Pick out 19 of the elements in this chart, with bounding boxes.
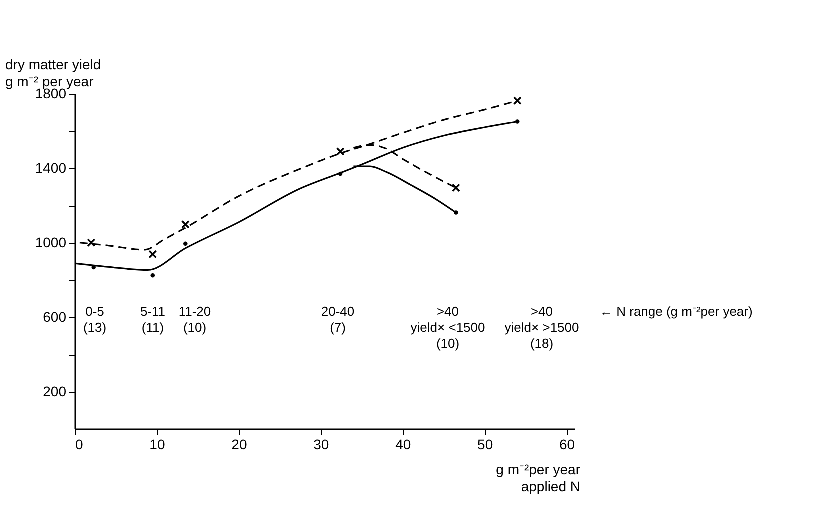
x-tick-label: 0	[76, 436, 84, 452]
annotation: >40 yield× <1500 (10)	[410, 304, 486, 351]
y-tick-label: 1400	[35, 160, 67, 176]
x-tick-label: 50	[478, 436, 494, 452]
x-axis-title: g m⁻²per year applied N	[496, 462, 581, 494]
annotation: 5-11 (11)	[140, 304, 166, 335]
text: ← N range (g m⁻²per year)	[600, 304, 753, 319]
x-tick-label: 10	[150, 436, 166, 452]
annotation: 20-40 (7)	[321, 304, 355, 335]
x-tick-label: 30	[314, 436, 330, 452]
x-tick-label: 20	[232, 436, 248, 452]
y-tick-label: 1000	[35, 234, 67, 250]
y-tick-label: 200	[43, 383, 67, 400]
annotation: >40 yield× >1500 (18)	[504, 304, 580, 351]
annotation: 11-20 (10)	[178, 304, 212, 335]
x-tick-label: 60	[560, 436, 576, 452]
y-tick-label: 600	[43, 308, 67, 325]
x-tick-label: 40	[396, 436, 412, 452]
annotation: 0-5 (13)	[83, 304, 107, 335]
